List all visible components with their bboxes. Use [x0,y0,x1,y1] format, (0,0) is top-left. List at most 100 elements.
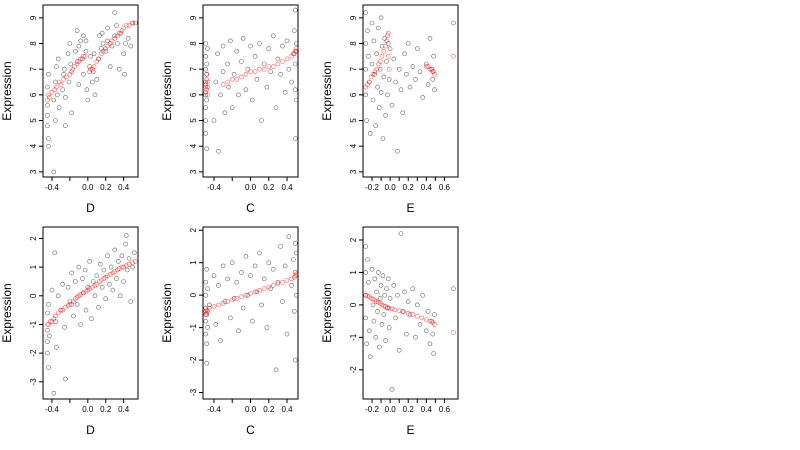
data-point [132,250,137,256]
series-2 [45,20,135,103]
data-point [364,118,369,123]
data-point [234,77,240,82]
plot-frame [362,4,459,178]
data-point [236,92,241,98]
data-point [54,92,60,98]
data-point [204,341,209,347]
data-point [225,61,230,67]
data-point [220,300,226,306]
data-point [366,279,371,285]
data-point [60,87,66,92]
y-tick-label: 4 [349,143,358,148]
data-point [395,292,400,298]
data-point [58,82,64,87]
data-point [229,77,235,82]
data-point [395,149,400,154]
data-point [373,334,379,340]
data-point [363,92,369,98]
data-point [396,347,402,353]
x-axis-title: E [406,201,414,215]
y-tick-label: -1 [29,320,38,328]
data-point [286,234,292,239]
data-point [376,105,382,110]
data-point [46,365,51,370]
data-point [114,276,119,281]
data-point [45,350,50,356]
data-point [76,43,82,49]
data-point [369,61,375,67]
data-point [369,20,375,26]
data-point [45,310,50,316]
data-point [78,56,83,62]
data-point [432,322,437,327]
data-point [363,66,369,72]
data-point [203,84,208,90]
data-points [45,233,138,396]
data-point [375,84,380,90]
data-point [78,322,83,327]
data-point [393,315,398,321]
data-point [257,250,262,256]
data-point [107,281,112,287]
x-tick-label: 0.2 [263,183,275,192]
data-point [383,43,388,49]
data-point [372,276,378,282]
data-point [62,324,67,330]
data-point [377,296,383,301]
data-point [239,294,244,300]
data-point [250,318,255,324]
data-point [225,299,230,304]
y-tick-label: 5 [349,118,358,123]
data-point [54,64,59,69]
data-point [105,25,110,31]
data-point [373,123,379,128]
data-point [45,113,50,118]
data-point [431,351,436,356]
y-axis-title: Expression [0,61,14,120]
data-point [284,331,290,337]
data-point [280,59,285,64]
data-point [292,240,298,246]
data-point [207,302,212,308]
data-point [105,43,110,49]
data-point [220,82,226,87]
data-point [124,263,129,269]
x-tick-label: 0.0 [82,405,94,414]
data-point [62,66,67,72]
data-point [64,74,69,80]
data-point [229,105,235,110]
y-tick-label: 3 [29,169,38,174]
data-point [53,79,58,85]
data-point [114,23,119,28]
data-point [248,43,253,49]
data-point [292,357,298,363]
data-point [116,66,122,72]
data-point [363,270,369,275]
data-point [273,105,279,110]
data-point [92,92,98,98]
x-tick-label: 0.0 [245,183,257,192]
data-point [379,43,385,49]
data-point [377,66,383,72]
data-point [363,315,369,321]
data-point [293,271,299,277]
data-point [76,264,82,270]
x-tick-label: 0.4 [118,183,130,192]
data-point [119,253,125,258]
data-point [204,146,209,152]
data-point [365,257,370,262]
data-point [384,59,389,64]
x-tick-label: 0.0 [82,183,94,192]
data-point [243,253,249,259]
data-point [204,77,209,82]
data-point [257,66,262,72]
x-tick-label: 0.2 [100,183,112,192]
data-point [278,244,283,249]
data-point [392,307,398,313]
data-point [291,51,297,57]
data-point [414,302,420,308]
y-tick-label: 5 [29,118,38,123]
data-point [369,266,375,272]
y-tick-label: 4 [189,143,198,148]
data-point [292,87,298,92]
